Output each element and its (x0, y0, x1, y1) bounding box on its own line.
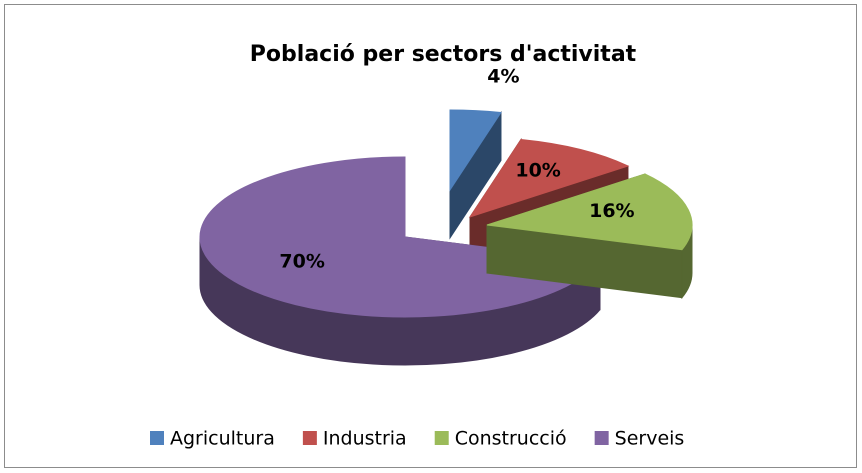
legend-swatch (594, 431, 609, 445)
slice (468, 138, 630, 218)
legend-swatch (150, 431, 164, 445)
slice (449, 109, 502, 192)
legend-swatch (302, 431, 317, 445)
chart-border (4, 4, 857, 468)
slice (486, 173, 693, 251)
slice (199, 156, 601, 318)
data-label: 16% (589, 200, 634, 222)
data-label: 10% (515, 160, 560, 182)
legend-label: Construcció (455, 428, 567, 450)
data-label: 4% (487, 65, 519, 87)
legend-swatch (434, 431, 449, 445)
legend-label: Serveis (615, 428, 685, 450)
legend-label: Industria (323, 428, 407, 450)
legend-label: Agricultura (170, 428, 275, 450)
data-label: 70% (279, 251, 324, 273)
chart-title: Població per sectors d'activitat (250, 42, 637, 67)
